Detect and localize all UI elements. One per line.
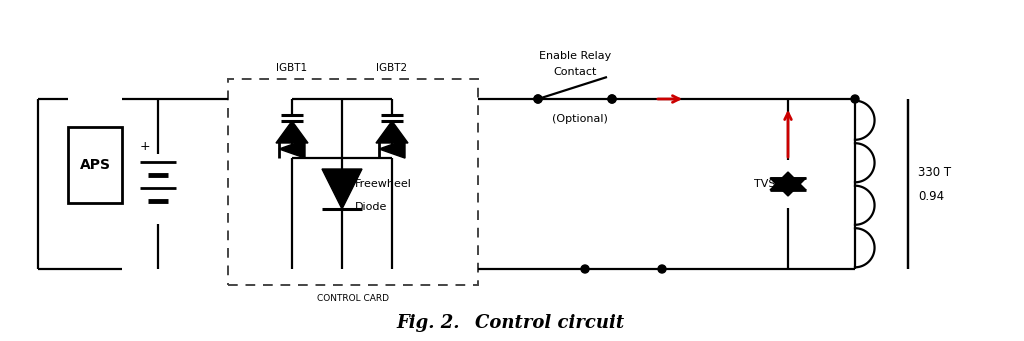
Text: Diode: Diode: [355, 202, 387, 212]
Text: Contact: Contact: [553, 67, 597, 77]
Polygon shape: [279, 140, 305, 158]
Text: (Optional): (Optional): [552, 114, 608, 124]
Text: 0.94: 0.94: [918, 190, 944, 203]
Polygon shape: [376, 121, 408, 143]
Polygon shape: [379, 140, 406, 158]
Text: IGBT2: IGBT2: [377, 63, 408, 73]
Circle shape: [851, 95, 859, 103]
Text: IGBT1: IGBT1: [276, 63, 307, 73]
Circle shape: [658, 265, 666, 273]
Circle shape: [608, 95, 616, 103]
Polygon shape: [276, 121, 308, 143]
Text: Fig. 2.: Fig. 2.: [396, 314, 460, 332]
Polygon shape: [322, 169, 362, 209]
Circle shape: [581, 265, 589, 273]
Text: 330 T: 330 T: [918, 165, 951, 178]
Text: Enable Relay: Enable Relay: [539, 51, 611, 61]
Polygon shape: [770, 172, 806, 190]
Polygon shape: [770, 178, 806, 196]
Text: APS: APS: [80, 158, 111, 172]
Circle shape: [608, 95, 616, 103]
Text: +: +: [139, 139, 151, 152]
Circle shape: [534, 95, 542, 103]
Circle shape: [534, 95, 542, 103]
Text: Control circuit: Control circuit: [475, 314, 625, 332]
Text: TVS: TVS: [755, 179, 776, 189]
Text: Freewheel: Freewheel: [355, 179, 412, 189]
Bar: [68, 127, 122, 203]
Text: CONTROL CARD: CONTROL CARD: [317, 294, 389, 303]
